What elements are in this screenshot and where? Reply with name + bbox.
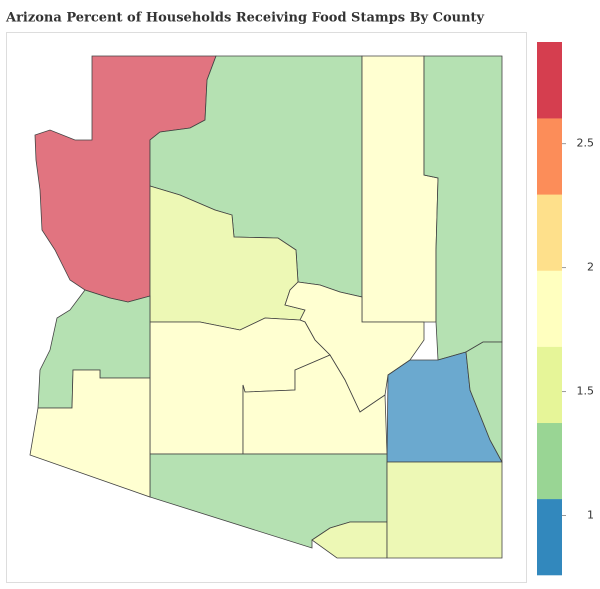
title: Arizona Percent of Households Receiving … xyxy=(5,11,485,26)
legend-swatch xyxy=(537,270,562,347)
counties xyxy=(29,55,503,559)
legend-swatch xyxy=(537,42,562,119)
county xyxy=(386,461,503,559)
county xyxy=(29,369,151,498)
legend-swatch xyxy=(537,422,562,500)
legend-swatch xyxy=(537,346,562,424)
legend-swatch xyxy=(537,194,562,271)
legend-tick-label: 2 xyxy=(587,261,594,274)
legend-tick-label: 1 xyxy=(587,509,594,522)
legend-swatch xyxy=(537,498,562,576)
color-legend: 1 1.5 2 2.5 xyxy=(537,42,595,576)
legend-swatch xyxy=(537,118,562,195)
legend-tick-label: 1.5 xyxy=(577,385,595,398)
legend-tick-label: 2.5 xyxy=(577,137,595,150)
map-frame xyxy=(6,32,527,583)
